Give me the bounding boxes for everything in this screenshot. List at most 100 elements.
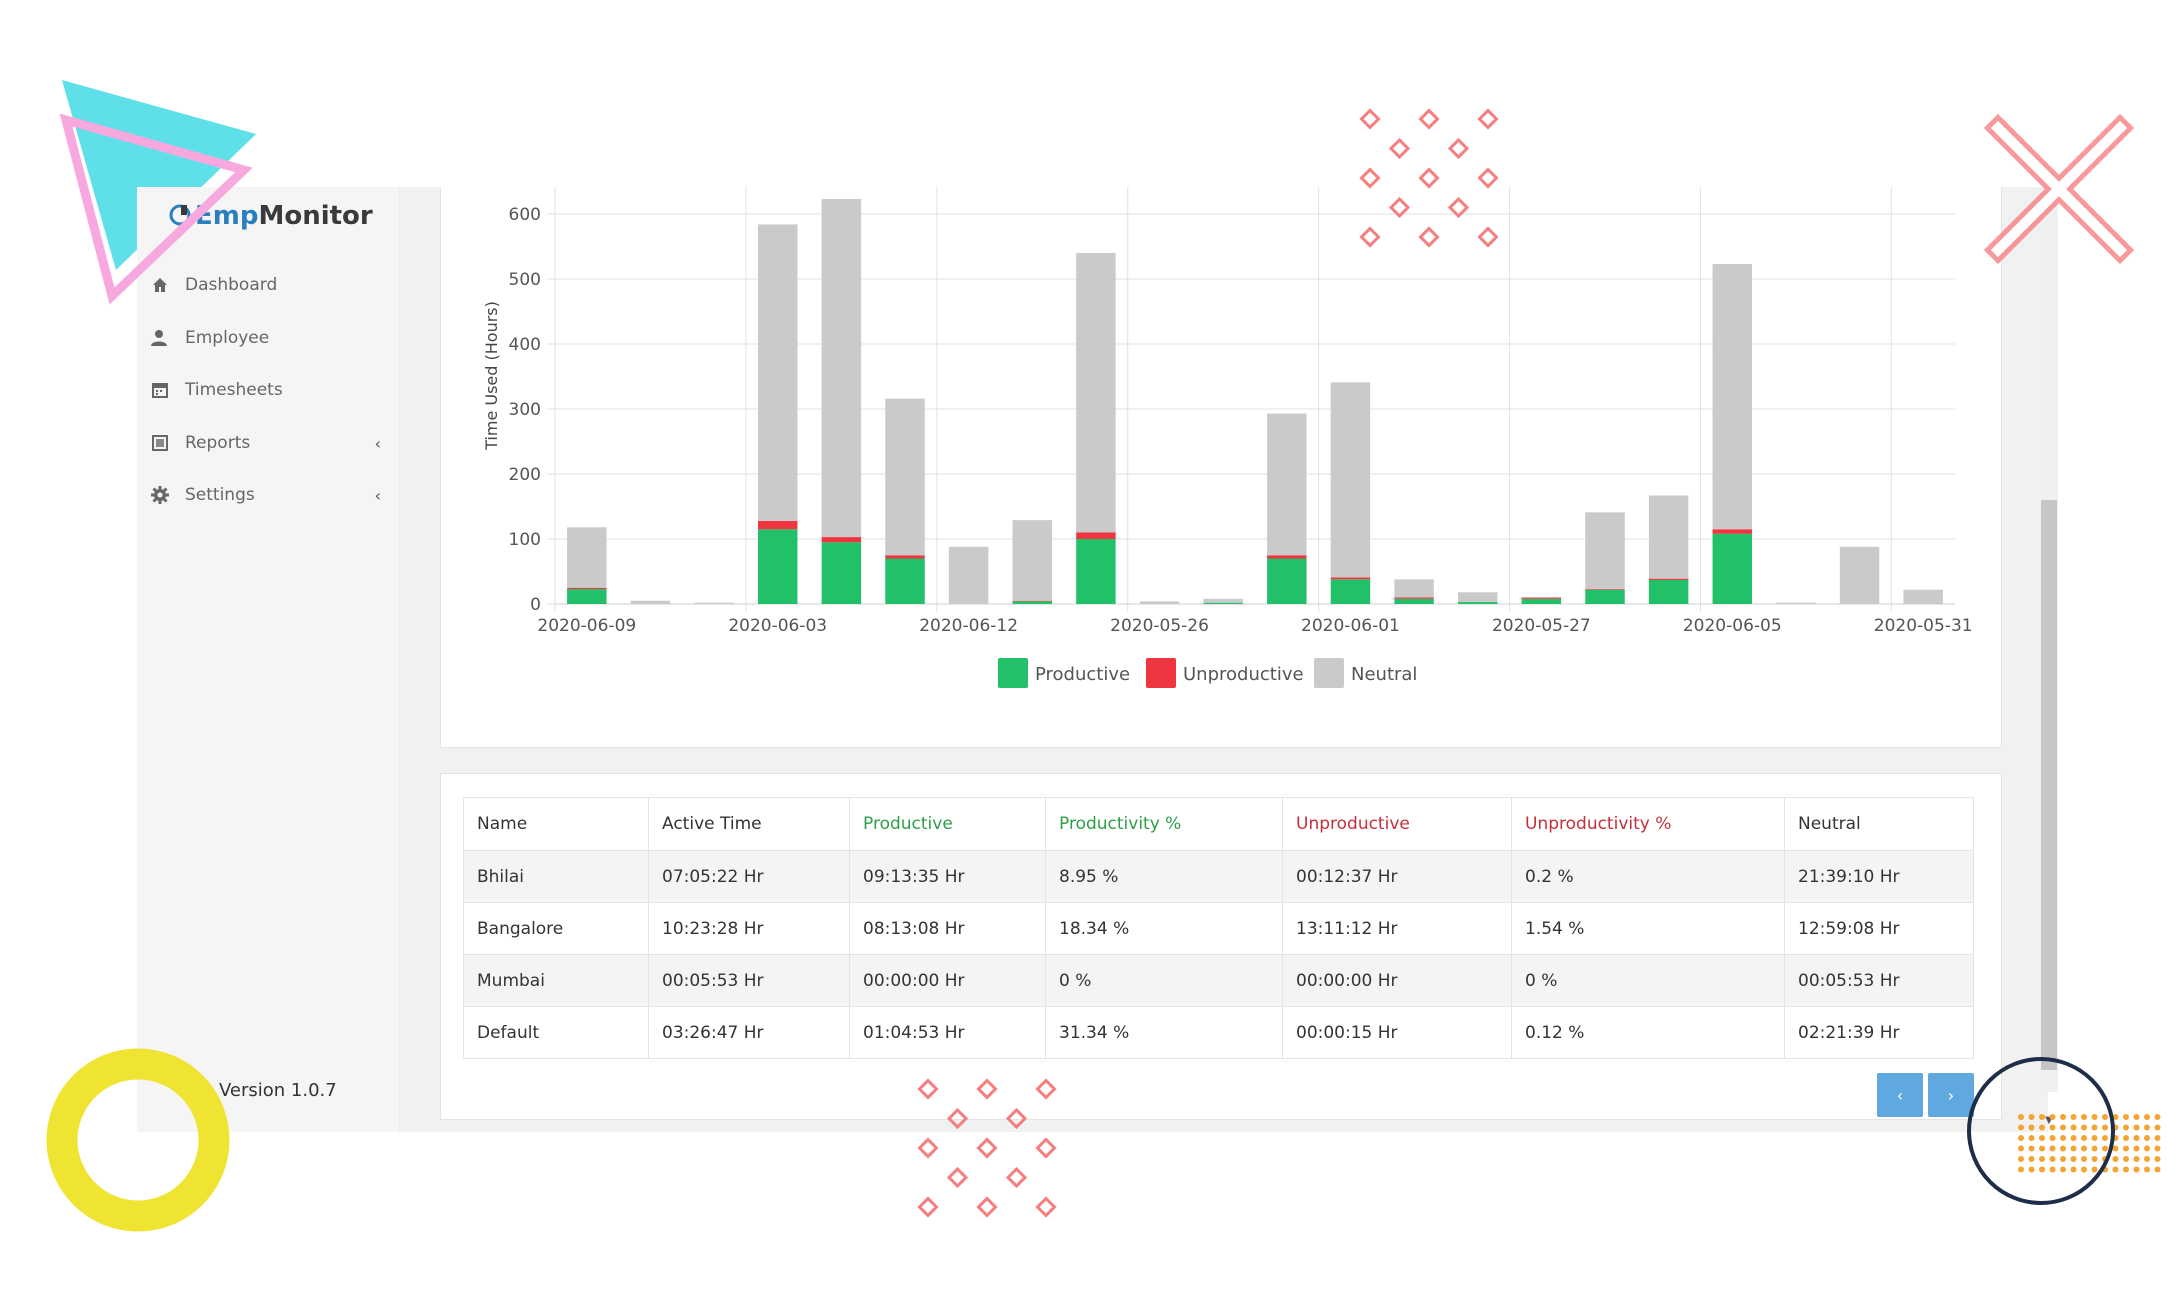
decor-dot [2123,1114,2129,1120]
header-productive[interactable]: Productive [849,797,1046,851]
table-cell: Bhilai [463,850,649,903]
header-unproductive[interactable]: Unproductive [1282,797,1512,851]
bar-neutral [1903,589,1943,604]
table-cell: 00:05:53 Hr [1784,954,1974,1007]
decor-diamond [1035,1196,1057,1218]
chevron-left-icon: ‹ [374,485,381,505]
bar-neutral [1458,592,1498,603]
bar-unproductive [1076,532,1116,539]
bar-unproductive [885,555,925,559]
bar-neutral [1776,602,1816,604]
decor-dot [2154,1166,2161,1173]
sidebar-item-label: Employee [185,328,270,348]
decor-dot [2154,1145,2161,1152]
decor-dot [2060,1135,2066,1141]
decor-dot [2049,1135,2056,1141]
x-tick-label: 2020-06-01 [1301,616,1400,636]
decor-dot [2133,1135,2140,1141]
y-axis-label: Time Used (Hours) [482,301,501,451]
decor-dot [2091,1166,2098,1173]
header-active-time[interactable]: Active Time [648,797,850,851]
decor-dot [2112,1145,2119,1152]
decor-dot [2102,1166,2108,1173]
brand-name-part2: Monitor [258,201,373,231]
table-cell: 0.12 % [1511,1006,1785,1059]
decor-dot [2039,1156,2045,1162]
table-cell: 12:59:08 Hr [1784,902,1974,955]
decor-dot [2028,1156,2035,1162]
gear-icon [149,484,171,506]
table-cell: 00:00:00 Hr [1282,954,1512,1007]
decor-dot [2039,1135,2045,1141]
bar-unproductive [1585,589,1625,590]
bar-neutral [1394,579,1434,598]
decor-dot [2133,1145,2140,1152]
decor-dot [2091,1135,2098,1141]
bar-neutral [1267,413,1307,556]
decor-dot [2070,1166,2077,1173]
decor-dot [2081,1156,2087,1162]
legend-swatch-productive [998,658,1028,688]
header-unproductivity-percent[interactable]: Unproductivity % [1511,797,1785,851]
bar-unproductive [758,520,798,530]
table-cell: 8.95 % [1045,850,1283,903]
decor-dot [2049,1145,2056,1152]
legend-label-unproductive: Unproductive [1183,664,1304,685]
bar-productive [1076,539,1116,604]
bar-productive [758,529,798,604]
header-productivity-percent[interactable]: Productivity % [1045,797,1283,851]
scroll-down-icon[interactable]: ▼ [2045,1115,2053,1126]
sidebar-item-employee[interactable]: Employee [149,318,389,358]
decor-dot [2102,1135,2108,1141]
bar-productive [821,542,862,604]
table-cell: 03:26:47 Hr [648,1006,850,1059]
decor-dot [2123,1166,2129,1173]
bar-unproductive [1648,578,1689,580]
user-icon [149,327,171,349]
scrollbar-thumb[interactable] [2041,500,2057,1070]
table-cell: 1.54 % [1511,902,1785,955]
x-tick-label: 2020-06-03 [728,616,827,636]
decor-dot [2154,1135,2161,1141]
prev-page-button[interactable]: ‹ [1877,1073,1923,1117]
decor-dot [2028,1135,2035,1141]
sidebar-item-settings[interactable]: Settings ‹ [149,475,389,515]
decor-diamond [1035,1137,1057,1159]
bar-neutral [758,224,798,521]
decor-dot [2123,1156,2129,1162]
decor-dot [2049,1166,2056,1173]
bar-unproductive [1521,597,1562,599]
bar-productive [1203,602,1243,604]
decor-dot [2112,1124,2119,1131]
x-tick-label: 2020-05-26 [1110,616,1209,636]
table-row: Mumbai 00:05:53 Hr 00:00:00 Hr 0 % 00:00:00 … [463,954,1974,1007]
legend-swatch-unproductive [1146,658,1176,688]
bar-neutral [1076,253,1116,533]
decor-dot [2060,1145,2066,1152]
table-cell: 00:05:53 Hr [648,954,850,1007]
header-neutral[interactable]: Neutral [1784,797,1974,851]
decor-dot [2018,1156,2024,1162]
bar-productive [1458,602,1498,604]
table-cell: 0.2 % [1511,850,1785,903]
table-row: Bhilai 07:05:22 Hr 09:13:35 Hr 8.95 % 00:12:… [463,850,1974,903]
decor-dot [2154,1114,2161,1120]
x-tick-label: 2020-06-12 [919,616,1018,636]
sidebar-item-reports[interactable]: Reports ‹ [149,423,389,463]
table-cell: Mumbai [463,954,649,1007]
decor-diamond [917,1137,939,1159]
header-name[interactable]: Name [463,797,649,851]
table-cell: 07:05:22 Hr [648,850,850,903]
bar-neutral [1203,598,1243,603]
decor-dot [2091,1114,2098,1120]
decor-dot [2144,1135,2150,1141]
chevron-left-icon: ‹ [374,433,381,453]
decor-dot [2039,1145,2045,1152]
sidebar-item-timesheets[interactable]: Timesheets [149,370,389,410]
bar-unproductive [1394,597,1434,599]
decor-dot [2123,1145,2129,1152]
bar-neutral [1712,264,1752,530]
bar-productive [1394,598,1434,604]
decor-dot [2133,1166,2140,1173]
next-page-button[interactable]: › [1928,1073,1974,1117]
